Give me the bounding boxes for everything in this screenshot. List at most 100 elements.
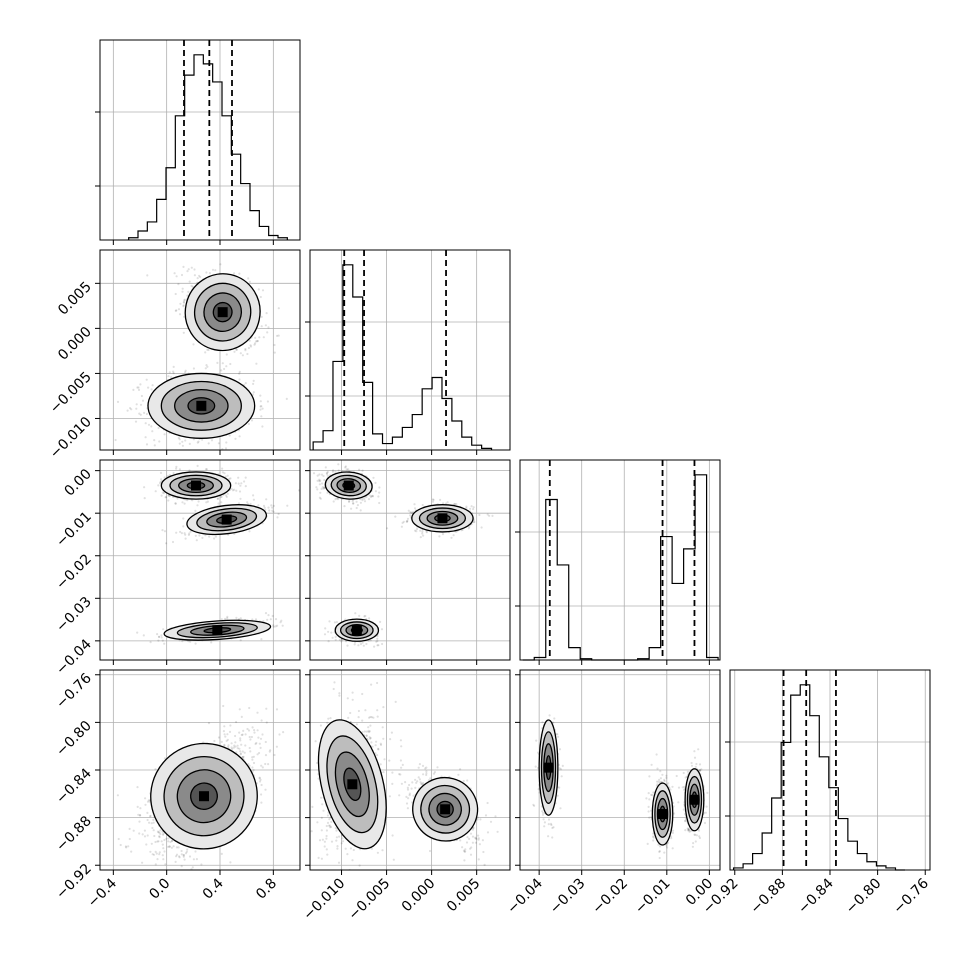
sample-point	[361, 641, 364, 644]
sample-point	[323, 633, 327, 636]
sample-point	[244, 382, 247, 385]
density-peak	[343, 480, 354, 491]
sample-point	[154, 490, 157, 493]
sample-point	[235, 616, 238, 620]
sample-point	[186, 270, 189, 273]
sample-point	[248, 280, 251, 283]
sample-point	[351, 502, 355, 505]
sample-point	[277, 334, 280, 337]
sample-point	[238, 378, 241, 381]
sample-point	[369, 495, 373, 499]
sample-point	[145, 412, 148, 416]
sample-point	[379, 620, 382, 624]
sample-point	[162, 847, 165, 850]
sample-point	[206, 348, 209, 351]
sample-point	[180, 273, 184, 277]
sample-point	[361, 469, 364, 472]
sample-point	[406, 520, 409, 523]
sample-point	[318, 478, 321, 481]
sample-point	[217, 502, 220, 505]
sample-point	[244, 347, 247, 351]
sample-point	[165, 542, 168, 545]
sample-point	[344, 466, 347, 469]
sample-point	[233, 272, 236, 275]
scatter-panel-p0-p2: −0.04−0.03−0.02−0.010.00	[53, 459, 301, 678]
sample-point	[201, 438, 204, 441]
panel-content	[114, 263, 288, 450]
sample-point	[175, 531, 178, 534]
sample-point	[180, 865, 183, 868]
sample-point	[191, 499, 194, 502]
sample-point	[157, 426, 160, 430]
sample-point	[135, 407, 138, 410]
sample-point	[182, 525, 185, 528]
histogram-bin	[442, 398, 452, 450]
sample-point	[225, 739, 228, 743]
sample-point	[225, 495, 228, 498]
histogram-bin	[259, 226, 268, 240]
histogram-bin	[241, 184, 250, 240]
sample-point	[328, 620, 331, 623]
sample-point	[410, 511, 413, 514]
sample-point	[126, 409, 129, 412]
sample-point	[204, 468, 208, 471]
sample-point	[345, 640, 348, 643]
sample-point	[158, 440, 161, 443]
sample-point	[486, 513, 489, 516]
sample-point	[224, 475, 227, 478]
sample-point	[198, 534, 201, 537]
sample-point	[237, 476, 240, 479]
sample-point	[149, 815, 152, 818]
panel-frame	[519, 459, 721, 661]
sample-point	[150, 425, 153, 428]
sample-point	[332, 469, 335, 472]
sample-point	[168, 371, 171, 374]
sample-point	[354, 612, 357, 615]
sample-point	[394, 515, 397, 518]
sample-point	[446, 501, 449, 504]
sample-point	[334, 638, 337, 641]
histogram-bin	[452, 421, 462, 450]
sample-point	[372, 476, 375, 479]
sample-point	[400, 525, 403, 528]
sample-point	[229, 362, 232, 366]
sample-point	[320, 487, 323, 490]
panel-content	[136, 464, 300, 645]
sample-point	[230, 487, 233, 490]
panel-content	[116, 704, 285, 870]
sample-point	[235, 489, 238, 492]
density-peak	[351, 625, 362, 636]
sample-point	[195, 539, 198, 542]
histogram-bin	[147, 222, 156, 240]
sample-point	[182, 300, 186, 303]
sample-point	[452, 534, 455, 537]
sample-point	[174, 502, 177, 505]
sample-point	[183, 532, 186, 535]
y-tick-label: 0.000	[55, 324, 95, 364]
sample-point	[210, 641, 213, 644]
sample-point	[221, 467, 224, 470]
sample-point	[171, 540, 175, 544]
histogram-bin	[546, 500, 557, 660]
sample-point	[252, 393, 255, 396]
sample-point	[367, 498, 371, 501]
sample-point	[226, 615, 229, 619]
contour-line	[203, 292, 243, 332]
sample-point	[254, 342, 257, 345]
sample-point	[225, 441, 228, 444]
contour-line	[176, 622, 258, 639]
contour-line	[169, 474, 223, 497]
sample-point	[248, 339, 251, 342]
histogram-bin	[166, 168, 175, 240]
sample-point	[205, 364, 208, 367]
sample-point	[335, 621, 338, 624]
sample-point	[347, 468, 350, 471]
histogram-bin	[231, 154, 240, 240]
grid-lines	[100, 40, 300, 240]
sample-point	[226, 617, 229, 620]
sample-point	[251, 618, 254, 621]
sample-point	[323, 486, 326, 489]
sample-point	[265, 312, 268, 315]
sample-point	[343, 505, 346, 508]
sample-point	[421, 530, 424, 533]
